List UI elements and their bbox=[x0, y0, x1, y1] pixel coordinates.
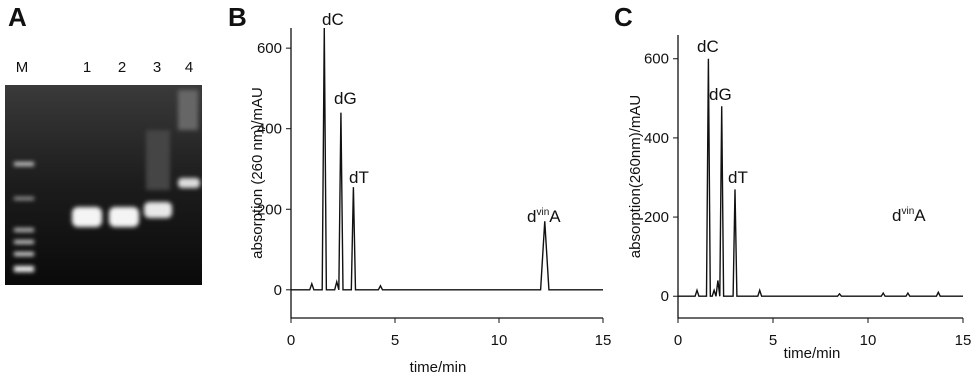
x-tick-label: 5 bbox=[391, 332, 399, 349]
peak-label: dG bbox=[709, 85, 732, 104]
y-axis-label: absorption (260 nm)/mAU bbox=[249, 87, 266, 259]
peak-label-base: d bbox=[527, 207, 536, 226]
x-tick-label: 15 bbox=[955, 332, 972, 349]
peak-label-tail: A bbox=[914, 206, 926, 225]
y-tick-label: 600 bbox=[257, 40, 282, 57]
x-tick-label: 0 bbox=[674, 332, 682, 349]
x-tick-label: 0 bbox=[287, 332, 295, 349]
chromatogram-line bbox=[678, 58, 963, 297]
x-tick-label: 10 bbox=[491, 332, 508, 349]
chromatogram-line bbox=[291, 27, 603, 291]
y-tick-label: 200 bbox=[644, 209, 669, 226]
lane-label: 3 bbox=[153, 59, 161, 76]
peak-label: dvinA bbox=[527, 207, 561, 226]
peak-label-base: dG bbox=[709, 85, 732, 104]
peak-label-base: dC bbox=[697, 37, 719, 56]
lane-label: 2 bbox=[118, 59, 126, 76]
peak-label-tail: A bbox=[549, 207, 561, 226]
peak-label-base: dG bbox=[334, 89, 357, 108]
y-tick-label: 200 bbox=[257, 201, 282, 218]
peak-label-base: dT bbox=[728, 168, 748, 187]
lane-label: M bbox=[16, 59, 29, 76]
panel-label: A bbox=[8, 2, 27, 32]
peak-label-base: dC bbox=[322, 10, 344, 29]
x-tick-label: 15 bbox=[595, 332, 612, 349]
gel-bands bbox=[14, 90, 200, 272]
peak-label-sup: vin bbox=[536, 207, 549, 218]
x-axis-label: time/min bbox=[784, 345, 841, 362]
y-axis-label: absorption(260nm)/mAU bbox=[627, 95, 644, 258]
x-tick-label: 5 bbox=[769, 332, 777, 349]
peak-label: dT bbox=[728, 168, 748, 187]
peak-label-sup: vin bbox=[901, 206, 914, 217]
lane-label: 1 bbox=[83, 59, 91, 76]
axis-frame bbox=[290, 28, 603, 319]
y-tick-label: 400 bbox=[257, 121, 282, 138]
y-tick-label: 400 bbox=[644, 130, 669, 147]
y-tick-label: 0 bbox=[274, 282, 282, 299]
x-tick-label: 10 bbox=[860, 332, 877, 349]
panel-label: C bbox=[614, 2, 633, 32]
x-axis-label: time/min bbox=[410, 359, 467, 376]
lane-label: 4 bbox=[185, 59, 193, 76]
gel-image bbox=[5, 85, 202, 285]
y-tick-label: 600 bbox=[644, 51, 669, 68]
y-tick-label: 0 bbox=[661, 288, 669, 305]
peak-label: dvinA bbox=[892, 206, 926, 225]
panel-label: B bbox=[228, 2, 247, 32]
peak-label: dC bbox=[322, 10, 344, 29]
peak-label-base: dT bbox=[349, 168, 369, 187]
peak-label: dG bbox=[334, 89, 357, 108]
peak-label: dC bbox=[697, 37, 719, 56]
peak-label-base: d bbox=[892, 206, 901, 225]
peak-label: dT bbox=[349, 168, 369, 187]
